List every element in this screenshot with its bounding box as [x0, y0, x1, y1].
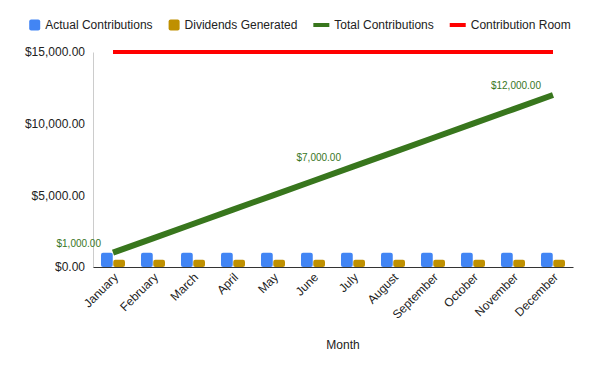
- bar: [421, 253, 433, 267]
- bar: [181, 253, 193, 267]
- x-tick: February: [117, 267, 161, 314]
- legend-swatch: [169, 20, 180, 31]
- x-tick: June: [293, 267, 322, 299]
- bar: [461, 253, 473, 267]
- y-tick-label: $5,000.00: [32, 189, 86, 203]
- bar: [341, 253, 353, 267]
- x-axis: JanuaryFebruaryMarch April May June JulyAugu…: [81, 267, 574, 322]
- data-labels: $1,000.00 $7,000.00 $12,000.00: [57, 80, 542, 249]
- legend-label: Actual Contributions: [45, 18, 152, 32]
- legend-label: Contribution Room: [471, 18, 571, 32]
- legend-item: Actual Contributions: [29, 18, 152, 32]
- line: [113, 50, 553, 54]
- data-label: $7,000.00: [297, 152, 342, 163]
- bar-series: [113, 260, 565, 267]
- legend-item: Dividends Generated: [169, 18, 298, 32]
- bar: [221, 253, 233, 267]
- x-tick: July: [336, 267, 361, 295]
- data-label: $12,000.00: [491, 80, 541, 91]
- bar: [301, 253, 313, 267]
- y-tick: $0.00: [55, 260, 93, 274]
- x-axis-line: [94, 267, 574, 268]
- x-tick: October: [441, 267, 481, 310]
- x-tick-label: May: [255, 270, 281, 296]
- chart: $0.00 $5,000.00 $10,000.00 $15,000.00 $1,000…: [0, 0, 600, 371]
- y-axis-line: [93, 53, 94, 268]
- x-tick-label: April: [214, 270, 241, 297]
- bar: [393, 260, 405, 267]
- y-tick: $10,000.00: [25, 117, 93, 131]
- y-tick-label: $10,000.00: [25, 117, 85, 131]
- x-tick-label: June: [293, 270, 322, 299]
- bar: [553, 260, 565, 267]
- x-tick: January: [81, 267, 121, 310]
- legend: Actual Contributions Dividends Generated T…: [29, 18, 571, 32]
- bar: [501, 253, 513, 267]
- bar: [141, 253, 153, 267]
- bar: [193, 260, 205, 267]
- x-tick-label: February: [117, 270, 161, 314]
- x-tick-label: September: [390, 270, 441, 321]
- legend-swatch: [29, 20, 40, 31]
- legend-label: Dividends Generated: [185, 18, 298, 32]
- bar: [433, 260, 445, 267]
- x-tick: December: [512, 267, 561, 319]
- x-tick-label: March: [168, 270, 201, 303]
- legend-swatch: [450, 23, 466, 27]
- bar: [113, 260, 125, 267]
- bar: [233, 260, 245, 267]
- x-tick: September: [390, 267, 441, 322]
- x-tick-label: January: [81, 270, 121, 310]
- bar: [261, 253, 273, 267]
- x-tick: March: [168, 267, 201, 304]
- bar: [101, 253, 113, 267]
- plot-marks: [101, 52, 565, 267]
- x-tick-label: October: [441, 270, 481, 310]
- x-tick-label: August: [365, 270, 402, 307]
- x-tick: August: [365, 267, 402, 307]
- x-axis-title: Month: [326, 338, 359, 352]
- bar: [381, 253, 393, 267]
- bar: [153, 260, 165, 267]
- y-tick-label: $0.00: [55, 260, 85, 274]
- legend-item: Contribution Room: [450, 18, 571, 32]
- y-tick: $15,000.00: [25, 45, 93, 59]
- legend-item: Total Contributions: [313, 18, 433, 32]
- bar: [541, 253, 553, 267]
- x-tick-label: July: [336, 270, 361, 295]
- x-tick: April: [214, 267, 241, 297]
- bar: [353, 260, 365, 267]
- x-tick-label: December: [512, 270, 561, 319]
- bar: [513, 260, 525, 267]
- y-tick-label: $15,000.00: [25, 45, 85, 59]
- y-tick: $5,000.00: [32, 189, 93, 203]
- bar: [473, 260, 485, 267]
- bar-series: [101, 253, 553, 267]
- bar: [313, 260, 325, 267]
- x-tick: May: [255, 267, 281, 296]
- legend-swatch: [313, 23, 329, 27]
- line: [113, 95, 553, 253]
- data-label: $1,000.00: [57, 238, 102, 249]
- bar: [273, 260, 285, 267]
- legend-label: Total Contributions: [334, 18, 433, 32]
